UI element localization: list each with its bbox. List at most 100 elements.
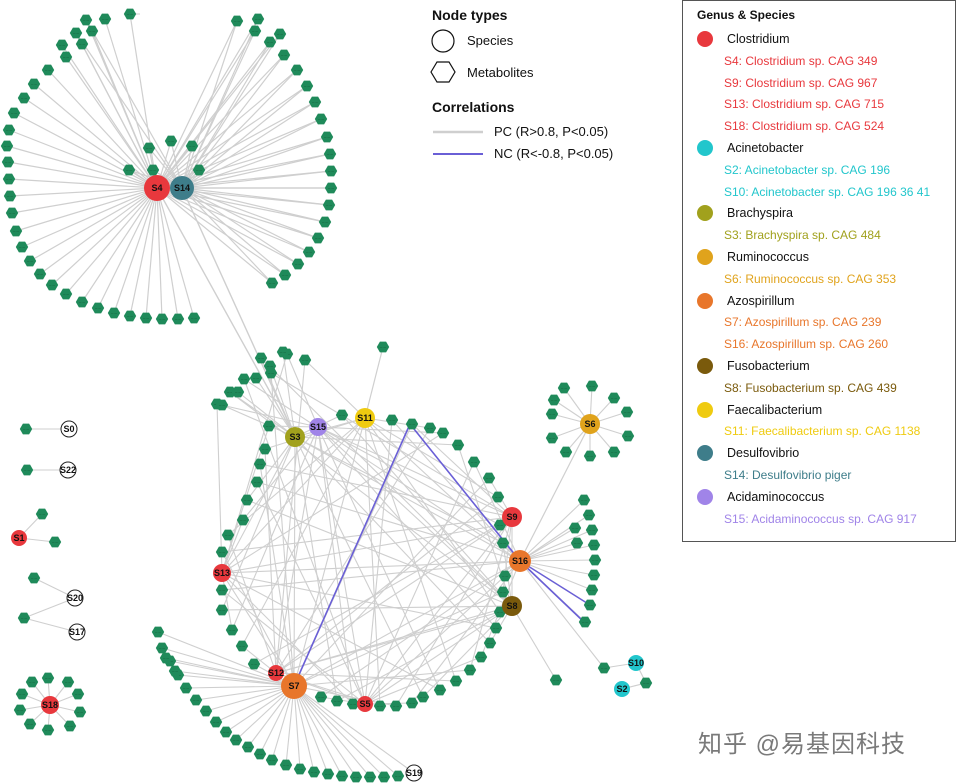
correlation-edge bbox=[270, 372, 295, 687]
correlation-edge bbox=[181, 187, 273, 284]
correlation-edge bbox=[294, 436, 504, 544]
metabolite-label-glyph: ····· bbox=[294, 67, 301, 72]
metabolite-label-glyph: ····· bbox=[325, 771, 332, 776]
metabolite-node bbox=[107, 307, 121, 319]
metabolite-node bbox=[122, 164, 136, 176]
genus-name: Fusobacterium bbox=[727, 359, 810, 373]
metabolite-node bbox=[559, 446, 573, 458]
correlation-edge bbox=[294, 417, 366, 438]
correlation-edge bbox=[221, 524, 501, 574]
correlation-edge bbox=[221, 572, 497, 629]
metabolite-label-glyph: ····· bbox=[73, 30, 80, 35]
genus-name: Faecalibacterium bbox=[727, 402, 823, 417]
correlation-edge bbox=[364, 575, 506, 705]
metabolite-node bbox=[15, 241, 29, 253]
correlation-edge bbox=[519, 499, 585, 562]
species-label: S9 bbox=[506, 512, 517, 522]
metabolite-label-glyph: ····· bbox=[268, 370, 275, 375]
correlation-edge bbox=[221, 589, 366, 705]
metabolite-label-glyph: ····· bbox=[126, 167, 133, 172]
metabolite-node bbox=[2, 173, 16, 185]
genus-name: Acidaminococcus bbox=[727, 489, 825, 504]
species-name: S14: Desulfovibrio piger bbox=[724, 468, 852, 482]
metabolite-label-glyph: ····· bbox=[63, 54, 70, 59]
metabolite-node bbox=[433, 684, 447, 696]
metabolite-node bbox=[55, 39, 69, 51]
metabolite-node bbox=[151, 626, 165, 638]
correlation-edge bbox=[185, 685, 295, 689]
metabolite-label-glyph: ····· bbox=[395, 773, 402, 778]
correlation-edge bbox=[65, 187, 158, 295]
metabolite-label-glyph: ····· bbox=[591, 572, 598, 577]
metabolite-label-glyph: ····· bbox=[233, 737, 240, 742]
metabolite-node bbox=[318, 216, 332, 228]
metabolite-node bbox=[79, 14, 93, 26]
correlation-edge bbox=[519, 560, 593, 591]
correlation-edge bbox=[221, 436, 296, 574]
metabolite-node bbox=[549, 674, 563, 686]
species-name: S15: Acidaminococcus sp. CAG 917 bbox=[724, 511, 917, 526]
correlation-edge bbox=[519, 544, 595, 562]
species-node-s3 bbox=[285, 427, 305, 447]
species-label: S12 bbox=[268, 668, 284, 678]
metabolite-label-glyph: ····· bbox=[24, 467, 31, 472]
species-name: S11: Faecalibacterium sp. CAG 1138 bbox=[724, 424, 921, 439]
negative-edge bbox=[519, 560, 585, 623]
metabolite-node bbox=[405, 697, 419, 709]
correlation-edge bbox=[156, 18, 259, 189]
metabolite-label-glyph: ····· bbox=[295, 261, 302, 266]
metabolite-label-glyph: ····· bbox=[328, 168, 335, 173]
genus-color-dot bbox=[697, 292, 713, 309]
metabolite-node bbox=[17, 92, 31, 104]
species-name: S18: Clostridium sp. CAG 524 bbox=[724, 119, 885, 134]
correlation-edge bbox=[181, 187, 326, 223]
correlation-edge bbox=[181, 170, 332, 189]
metabolite-node bbox=[568, 522, 582, 534]
metabolite-label-glyph: ····· bbox=[5, 159, 12, 164]
species-node-s9 bbox=[502, 507, 522, 527]
correlation-edge bbox=[23, 617, 78, 633]
metabolite-node bbox=[482, 472, 496, 484]
metabolite-node bbox=[258, 443, 272, 455]
metabolite-label-glyph: ····· bbox=[219, 587, 226, 592]
metabolite-node bbox=[209, 716, 223, 728]
metabolite-node bbox=[639, 677, 653, 689]
metabolite-node bbox=[597, 662, 611, 674]
metabolite-node bbox=[302, 246, 316, 258]
correlation-edge bbox=[264, 448, 277, 674]
metabolite-label-glyph: ····· bbox=[45, 727, 52, 732]
metabolite-node bbox=[314, 691, 328, 703]
metabolite-label-glyph: ····· bbox=[339, 773, 346, 778]
correlation-edge bbox=[317, 426, 501, 526]
metabolite-node bbox=[247, 658, 261, 670]
metabolite-node bbox=[496, 537, 510, 549]
correlations-title: Correlations bbox=[432, 99, 515, 115]
correlation-edge bbox=[181, 187, 330, 206]
correlation-edge bbox=[61, 44, 158, 189]
metabolite-node bbox=[71, 688, 85, 700]
correlation-edge bbox=[294, 436, 521, 562]
correlation-edge bbox=[181, 101, 316, 189]
metabolite-node bbox=[391, 770, 405, 782]
metabolite-node bbox=[15, 688, 29, 700]
correlation-edge bbox=[364, 417, 431, 429]
correlation-edge bbox=[519, 423, 591, 562]
metabolite-label-glyph: ····· bbox=[240, 517, 247, 522]
correlation-edge bbox=[181, 136, 328, 189]
metabolite-label-glyph: ····· bbox=[304, 83, 311, 88]
watermark: 知乎 @易基因科技 bbox=[698, 731, 907, 758]
metabolite-node bbox=[324, 165, 338, 177]
correlation-edge bbox=[221, 417, 366, 574]
metabolite-node bbox=[583, 450, 597, 462]
metabolite-label-glyph: ····· bbox=[111, 310, 118, 315]
metabolite-label-glyph: ····· bbox=[283, 762, 290, 767]
correlation-edge bbox=[51, 187, 158, 286]
metabolite-label-glyph: ····· bbox=[312, 99, 319, 104]
correlation-edge bbox=[181, 187, 286, 276]
correlation-edge bbox=[181, 118, 322, 189]
correlation-edge bbox=[181, 187, 319, 239]
metabolite-label-glyph: ····· bbox=[409, 421, 416, 426]
metabolite-node bbox=[9, 225, 23, 237]
metabolite-label-glyph: ····· bbox=[611, 449, 618, 454]
